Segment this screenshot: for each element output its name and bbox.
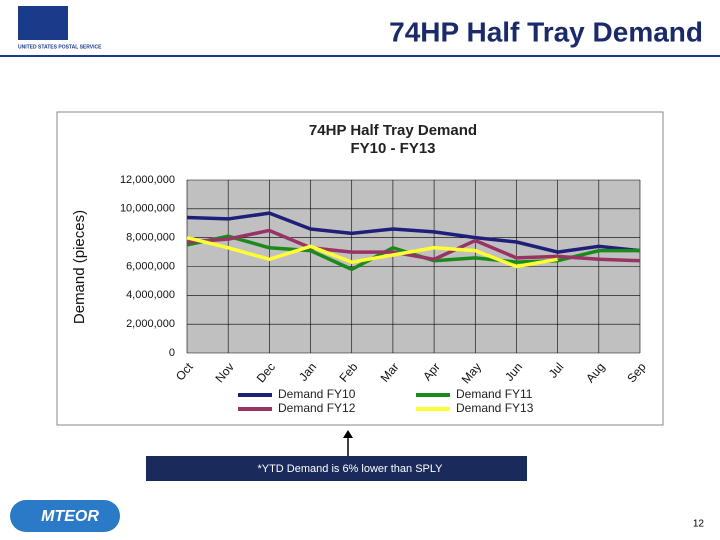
y-axis-label: Demand (pieces) (71, 210, 88, 324)
callout-text: *YTD Demand is 6% lower than SPLY (257, 463, 443, 475)
legend-label: Demand FY12 (278, 401, 356, 415)
y-tick-label: 12,000,000 (120, 174, 175, 186)
legend-label: Demand FY10 (278, 387, 356, 401)
slide-title: 74HP Half Tray Demand (389, 16, 703, 47)
usps-eagle (18, 6, 68, 40)
y-tick-label: 8,000,000 (126, 232, 175, 244)
y-tick-label: 10,000,000 (120, 203, 175, 215)
arrow-head (343, 430, 353, 438)
footer-logo: MTEOR (41, 508, 99, 525)
legend-box (230, 385, 578, 415)
series-line (186, 211, 641, 254)
callout-box (146, 456, 527, 481)
y-tick-label: 4,000,000 (126, 289, 175, 301)
y-tick-label: 6,000,000 (126, 260, 175, 272)
y-tick-label: 0 (169, 347, 175, 359)
footer-logo-badge (10, 500, 120, 532)
legend-label: Demand FY11 (456, 387, 533, 401)
chart-title: 74HP Half Tray Demand (309, 122, 477, 139)
chart-title: FY10 - FY13 (350, 140, 435, 157)
logo-text: UNITED STATES POSTAL SERVICE (18, 44, 102, 50)
series-line (186, 235, 558, 269)
page-number: 12 (693, 519, 705, 530)
legend-label: Demand FY13 (456, 401, 534, 415)
series-line (186, 228, 641, 263)
y-tick-label: 2,000,000 (126, 318, 175, 330)
